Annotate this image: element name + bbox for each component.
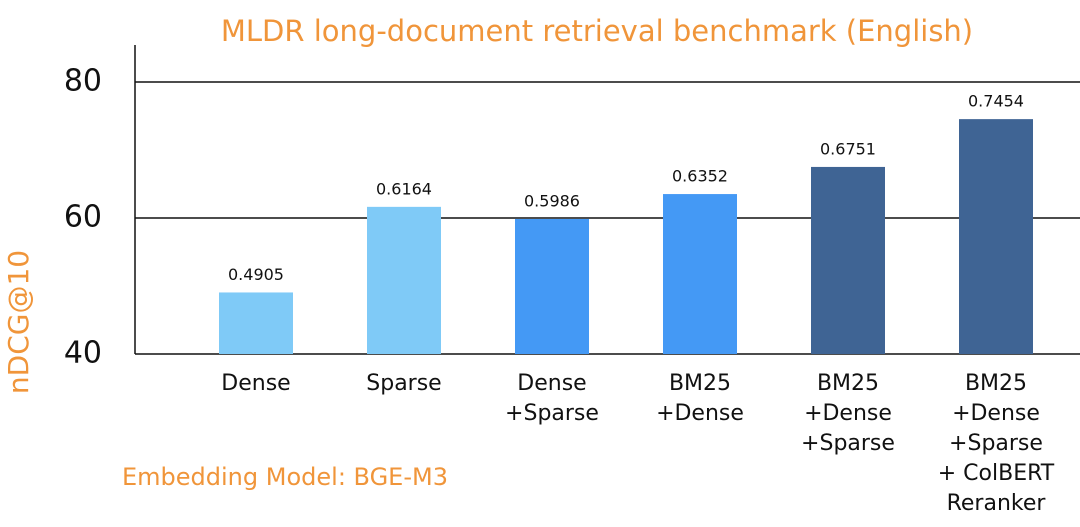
value-label: 0.7454 bbox=[968, 92, 1024, 111]
y-tick-label: 80 bbox=[64, 64, 102, 99]
x-tick-label: +Dense bbox=[656, 401, 744, 426]
chart-title: MLDR long-document retrieval benchmark (… bbox=[221, 14, 973, 48]
x-tick-label: +Sparse bbox=[505, 401, 599, 426]
y-tick-label: 40 bbox=[64, 336, 102, 371]
x-tick-label: +Dense bbox=[804, 401, 892, 426]
x-tick-label: +Sparse bbox=[949, 431, 1043, 456]
bar bbox=[515, 218, 589, 354]
x-tick-label: Dense bbox=[517, 371, 586, 396]
x-tick-label: BM25 bbox=[817, 371, 879, 396]
x-tick-label: + ColBERT bbox=[938, 461, 1055, 486]
value-label: 0.6164 bbox=[376, 179, 432, 198]
x-tick-label: Sparse bbox=[366, 371, 441, 396]
bar bbox=[811, 166, 885, 354]
bar bbox=[219, 292, 293, 354]
x-tick-label: Dense bbox=[221, 371, 290, 396]
x-tick-label: +Sparse bbox=[801, 431, 895, 456]
value-label: 0.5986 bbox=[524, 191, 580, 210]
annotation: Embedding Model: BGE-M3 bbox=[122, 463, 448, 491]
bar bbox=[959, 119, 1033, 355]
value-label: 0.4905 bbox=[228, 265, 284, 284]
x-tick-label: BM25 bbox=[965, 371, 1027, 396]
value-label: 0.6352 bbox=[672, 167, 728, 186]
x-tick-label: Reranker bbox=[947, 491, 1047, 516]
value-label: 0.6751 bbox=[820, 139, 876, 158]
x-tick-label: +Dense bbox=[952, 401, 1040, 426]
bar bbox=[367, 206, 441, 354]
y-axis-label: nDCG@10 bbox=[2, 250, 35, 394]
x-tick-label: BM25 bbox=[669, 371, 731, 396]
y-tick-label: 60 bbox=[64, 200, 102, 235]
bar bbox=[663, 194, 737, 354]
